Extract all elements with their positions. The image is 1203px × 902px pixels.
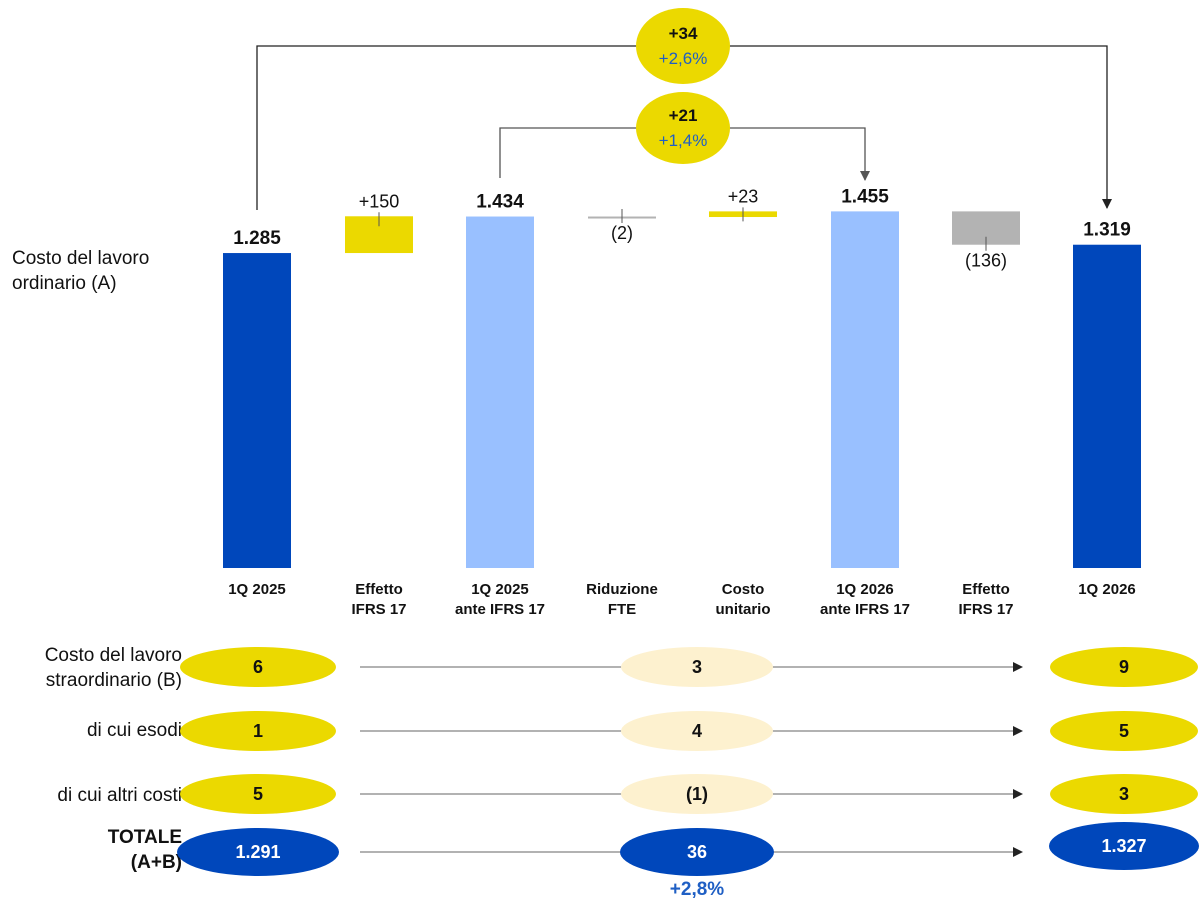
row-start-value: 1.291 — [235, 842, 280, 862]
row-start-value: 6 — [253, 657, 263, 677]
category-label: 1Q 2026 — [1078, 581, 1136, 598]
category-label: FTE — [608, 601, 636, 618]
row-end-value: 3 — [1119, 784, 1129, 804]
bar-1 — [223, 253, 291, 568]
row-percent-value: +2,8% — [670, 879, 725, 900]
callout-percent: +1,4% — [659, 131, 708, 150]
category-label: IFRS 17 — [958, 601, 1013, 618]
category-label: IFRS 17 — [351, 601, 406, 618]
row-label-esodi: di cui esodi — [86, 720, 182, 741]
bar-value-label: (136) — [965, 251, 1007, 271]
bar-3 — [466, 216, 534, 568]
row-label-straordinario-line1: Costo del lavoro — [44, 645, 182, 666]
row-delta-value: (1) — [686, 784, 708, 804]
row-label-ordinario: Costo del lavoro ordinario (A) — [12, 246, 172, 296]
row-delta-value: 4 — [692, 721, 702, 741]
row-start-bubble — [180, 774, 336, 814]
row-end-bubble — [1050, 711, 1198, 751]
callout-bubble — [636, 8, 730, 84]
bar-value-label: 1.434 — [476, 192, 524, 213]
callouts-group: +34 +2,6% +21 +1,4% — [256, 8, 1112, 210]
callout-bubble — [636, 92, 730, 164]
bars-group: 1.285 1Q 2025 +150 Effetto IFRS 17 1.434 1Q 20… — [223, 186, 1141, 618]
callout-value: +34 — [669, 24, 698, 43]
row-delta-bubble — [621, 774, 773, 814]
row-start-value: 5 — [253, 784, 263, 804]
row-delta-value: 3 — [692, 657, 702, 677]
row-label-ordinario-line2: ordinario (A) — [12, 273, 117, 294]
category-label: Riduzione — [586, 581, 658, 598]
bottom-rows-group: 6 3 9 1 4 5 5 (1) 3 1.291 36 1.327 +2,8% — [177, 647, 1199, 900]
row-delta-bubble — [621, 647, 773, 687]
category-label: Effetto — [355, 581, 403, 598]
row-end-value: 9 — [1119, 657, 1129, 677]
row-label-straordinario-line2: straordinario (B) — [45, 670, 182, 691]
row-end-bubble — [1049, 822, 1199, 870]
bar-value-label: +23 — [728, 186, 759, 206]
row-start-bubble — [180, 647, 336, 687]
row-label-totale-line1: TOTALE — [107, 827, 182, 848]
bar-value-label: 1.285 — [233, 228, 281, 249]
row-label-ordinario-line1: Costo del lavoro — [12, 248, 150, 269]
category-label: 1Q 2026 — [836, 581, 894, 598]
row-label-totale: TOTALE (A+B) — [10, 825, 182, 875]
category-label: Effetto — [962, 581, 1010, 598]
category-label: ante IFRS 17 — [820, 601, 910, 618]
category-label: Costo — [722, 581, 765, 598]
row-delta-bubble — [621, 711, 773, 751]
category-label: ante IFRS 17 — [455, 601, 545, 618]
row-delta-bubble — [620, 828, 774, 876]
callout-percent: +2,6% — [659, 49, 708, 68]
row-start-value: 1 — [253, 721, 263, 741]
bar-8 — [1073, 244, 1141, 568]
row-label-altri: di cui altri costi — [57, 785, 182, 806]
row-end-value: 1.327 — [1101, 836, 1146, 856]
row-end-bubble — [1050, 647, 1198, 687]
bar-6 — [831, 211, 899, 568]
row-label-straordinario: Costo del lavoro straordinario (B) — [10, 643, 182, 693]
bar-value-label: 1.319 — [1083, 220, 1131, 241]
category-label: 1Q 2025 — [228, 581, 286, 598]
bar-value-label: 1.455 — [841, 186, 889, 207]
row-delta-value: 36 — [687, 842, 707, 862]
bar-value-label: (2) — [611, 223, 633, 243]
row-start-bubble — [177, 828, 339, 876]
category-label: unitario — [716, 601, 771, 618]
bar-value-label: +150 — [359, 191, 400, 211]
callout-value: +21 — [669, 106, 698, 125]
row-end-bubble — [1050, 774, 1198, 814]
category-label: 1Q 2025 — [471, 581, 529, 598]
row-label-totale-line2: (A+B) — [130, 852, 182, 873]
row-end-value: 5 — [1119, 721, 1129, 741]
row-start-bubble — [180, 711, 336, 751]
